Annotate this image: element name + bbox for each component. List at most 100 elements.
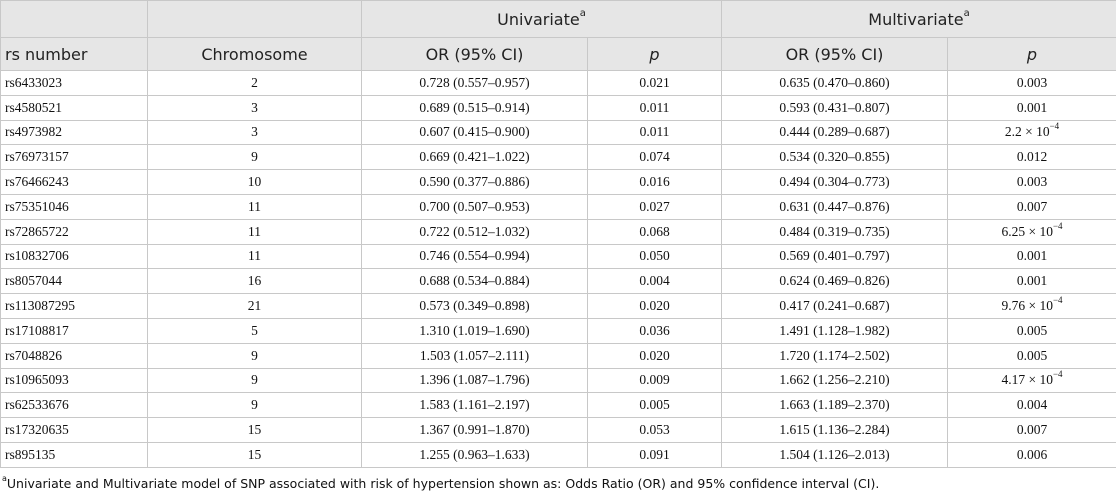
cell-chromosome-value: 9	[251, 372, 258, 388]
cell-uni-p-value: 0.036	[639, 322, 670, 338]
cell-chromosome-value: 15	[247, 446, 262, 462]
cell-rs-number: rs17320635	[0, 417, 148, 443]
cell-uni-p: 0.020	[587, 342, 722, 369]
cell-uni-or: 0.728 (0.557–0.957)	[361, 70, 588, 96]
cell-rs-number-value: rs62533676	[5, 397, 69, 413]
cell-multi-p-value: 0.007	[1016, 422, 1048, 438]
cell-multi-or-value: 0.534 (0.320–0.855)	[779, 149, 890, 165]
cell-chromosome: 10	[147, 169, 362, 195]
cell-uni-p: 0.036	[587, 317, 722, 344]
cell-multi-p: 4.17 × 10−4	[947, 367, 1116, 394]
cell-chromosome-value: 11	[248, 248, 261, 264]
cell-uni-p: 0.011	[587, 119, 722, 146]
cell-uni-or: 1.396 (1.087–1.796)	[361, 367, 588, 394]
cell-rs-number: rs17108817	[0, 317, 148, 344]
cell-multi-p-value: 0.001	[1016, 99, 1048, 115]
table-row: rs62533676 9 1.583 (1.161–2.197) 0.005 1.663…	[0, 392, 1116, 419]
cell-multi-or-value: 1.615 (1.136–2.284)	[779, 422, 890, 438]
cell-uni-or-value: 0.689 (0.515–0.914)	[419, 99, 530, 115]
cell-rs-number-value: rs72865722	[5, 223, 69, 239]
cell-multi-p: 0.003	[947, 169, 1116, 195]
cell-rs-number-value: rs75351046	[5, 198, 69, 214]
cell-multi-p: 6.25 × 10−4	[947, 218, 1116, 245]
cell-chromosome: 9	[147, 367, 362, 394]
cell-rs-number-value: rs10965093	[5, 372, 69, 388]
cell-chromosome-value: 16	[247, 273, 262, 289]
table-row: rs76466243 10 0.590 (0.377–0.886) 0.016 0.49…	[0, 169, 1116, 195]
cell-rs-number: rs4580521	[0, 94, 148, 121]
column-header-row: rs number Chromosome OR (95% CI) p OR (9…	[0, 37, 1116, 71]
cell-chromosome: 2	[147, 70, 362, 96]
cell-multi-p: 0.007	[947, 417, 1116, 443]
table-row: rs17320635 15 1.367 (0.991–1.870) 0.053 1.61…	[0, 417, 1116, 443]
cell-uni-or-value: 1.310 (1.019–1.690)	[419, 322, 530, 338]
cell-chromosome-value: 5	[251, 322, 258, 338]
univariate-label: Univariate	[497, 9, 580, 29]
cell-uni-p-value: 0.011	[639, 99, 670, 115]
cell-multi-or-value: 0.569 (0.401–0.797)	[779, 248, 890, 264]
cell-chromosome-value: 3	[251, 124, 258, 140]
cell-uni-or-value: 0.722 (0.512–1.032)	[419, 223, 530, 239]
cell-rs-number: rs75351046	[0, 193, 148, 220]
cell-uni-p: 0.016	[587, 169, 722, 195]
cell-uni-or-value: 0.700 (0.507–0.953)	[419, 198, 530, 214]
multivariate-footnote-marker: a	[963, 7, 970, 19]
cell-chromosome: 5	[147, 317, 362, 344]
cell-multi-p: 0.012	[947, 144, 1116, 171]
cell-uni-p-value: 0.005	[639, 397, 670, 413]
cell-multi-p: 0.007	[947, 193, 1116, 220]
empty-header-cell	[0, 0, 148, 38]
cell-uni-or-value: 0.746 (0.554–0.994)	[419, 248, 530, 264]
cell-uni-p-value: 0.009	[639, 372, 670, 388]
table-row: rs10965093 9 1.396 (1.087–1.796) 0.009 1.662…	[0, 367, 1116, 394]
cell-rs-number: rs6433023	[0, 70, 148, 96]
cell-multi-or: 1.504 (1.126–2.013)	[721, 441, 948, 468]
cell-multi-or-value: 1.491 (1.128–1.982)	[779, 322, 890, 338]
cell-multi-or: 0.417 (0.241–0.687)	[721, 293, 948, 319]
cell-multi-p: 0.001	[947, 268, 1116, 295]
cell-multi-p-value: 2.2 × 10	[1004, 124, 1050, 140]
cell-multi-or: 1.663 (1.189–2.370)	[721, 392, 948, 419]
cell-rs-number-value: rs17320635	[5, 422, 69, 438]
cell-multi-or-value: 1.663 (1.189–2.370)	[779, 397, 890, 413]
cell-multi-or-value: 1.504 (1.126–2.013)	[779, 446, 890, 462]
cell-uni-p-value: 0.053	[639, 422, 670, 438]
cell-multi-p-value: 0.012	[1016, 149, 1048, 165]
cell-multi-p-value: 0.003	[1016, 174, 1048, 190]
cell-multi-or-value: 0.494 (0.304–0.773)	[779, 174, 890, 190]
cell-multi-or: 1.662 (1.256–2.210)	[721, 367, 948, 394]
cell-chromosome: 11	[147, 243, 362, 270]
cell-rs-number-value: rs8057044	[5, 273, 62, 289]
cell-uni-or: 1.310 (1.019–1.690)	[361, 317, 588, 344]
cell-uni-or-value: 1.583 (1.161–2.197)	[419, 397, 530, 413]
footnote-marker: a	[2, 473, 7, 483]
cell-uni-p: 0.005	[587, 392, 722, 419]
col-header-multi-or: OR (95% CI)	[721, 37, 948, 71]
cell-uni-p-value: 0.016	[639, 174, 670, 190]
cell-multi-or-value: 0.593 (0.431–0.807)	[779, 99, 890, 115]
table-row: rs113087295 21 0.573 (0.349–0.898) 0.020 0.4…	[0, 293, 1116, 319]
cell-chromosome-value: 3	[251, 99, 258, 115]
cell-chromosome: 15	[147, 441, 362, 468]
cell-uni-or: 1.255 (0.963–1.633)	[361, 441, 588, 468]
cell-multi-p-exponent: −4	[1052, 295, 1063, 306]
univariate-group-header: Univariatea	[361, 0, 722, 38]
univariate-footnote-marker: a	[579, 7, 586, 19]
cell-uni-p: 0.027	[587, 193, 722, 220]
cell-uni-p: 0.021	[587, 70, 722, 96]
cell-multi-p-exponent: −4	[1052, 220, 1063, 231]
cell-multi-or-value: 0.631 (0.447–0.876)	[779, 198, 890, 214]
cell-chromosome-value: 11	[248, 198, 261, 214]
cell-multi-or-value: 0.635 (0.470–0.860)	[779, 74, 890, 90]
cell-multi-p: 0.004	[947, 392, 1116, 419]
cell-chromosome-value: 2	[251, 74, 258, 90]
cell-uni-or-value: 1.255 (0.963–1.633)	[419, 446, 530, 462]
cell-chromosome-value: 9	[251, 347, 258, 363]
cell-multi-p: 9.76 × 10−4	[947, 293, 1116, 319]
cell-uni-or: 1.367 (0.991–1.870)	[361, 417, 588, 443]
cell-multi-p-value: 0.007	[1016, 198, 1048, 214]
col-header-uni-p: p	[587, 37, 722, 71]
cell-chromosome: 11	[147, 193, 362, 220]
cell-chromosome-value: 9	[251, 149, 258, 165]
cell-multi-p-value: 6.25 × 10	[1001, 223, 1053, 239]
